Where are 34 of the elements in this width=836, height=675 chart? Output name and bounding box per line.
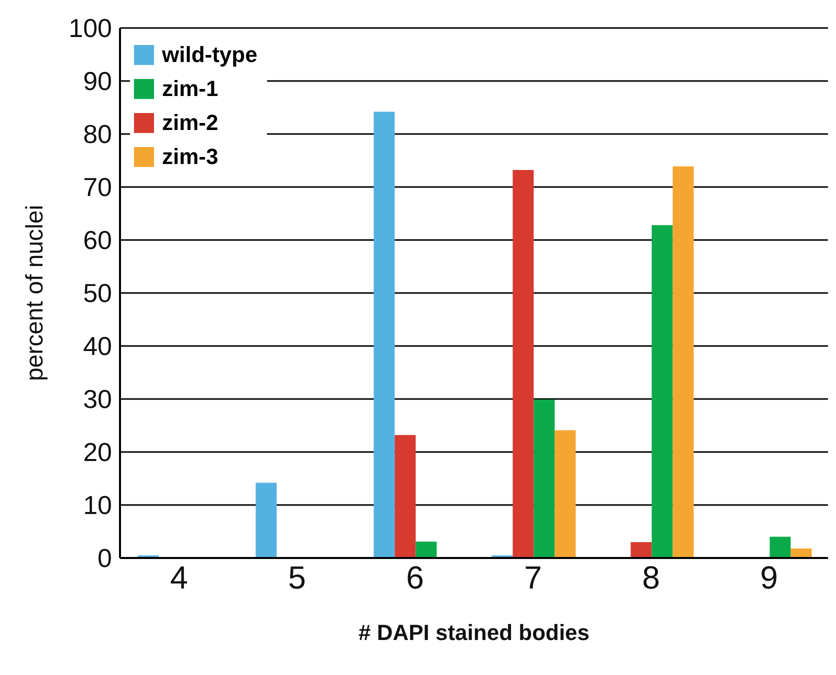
legend-label: zim-3: [162, 144, 218, 170]
bar: [416, 542, 437, 558]
y-tick-label: 0: [98, 543, 112, 574]
bar: [652, 225, 673, 558]
y-tick-label: 30: [83, 384, 112, 414]
y-tick-label: 90: [83, 66, 112, 96]
x-axis-title: # DAPI stained bodies: [358, 620, 590, 645]
y-tick-label: 80: [83, 119, 112, 150]
x-tick-label: 7: [524, 560, 542, 596]
bar: [512, 170, 534, 558]
bar: [770, 536, 791, 558]
y-tick-label: 100: [68, 13, 112, 44]
bar: [630, 542, 652, 558]
x-tick-label: 4: [170, 560, 188, 596]
y-tick-label: 60: [83, 225, 112, 256]
bar: [554, 430, 576, 558]
y-tick-label: 50: [83, 278, 112, 308]
x-tick-label: 6: [406, 560, 424, 596]
x-tick-label: 5: [288, 560, 306, 596]
legend-label: zim-2: [162, 110, 218, 136]
x-tick-label: 8: [642, 560, 660, 596]
bar: [672, 166, 694, 558]
legend-label: zim-1: [162, 76, 218, 102]
y-axis-title: percent of nuclei: [22, 204, 49, 382]
bar: [256, 482, 277, 558]
y-tick-label: 70: [83, 172, 112, 202]
bar: [374, 112, 395, 558]
y-tick-label: 20: [83, 437, 112, 468]
x-tick-label: 9: [760, 560, 778, 596]
bar: [534, 400, 555, 558]
bar: [394, 435, 416, 558]
legend-label: wild-type: [162, 42, 258, 68]
y-tick-label: 10: [83, 490, 112, 520]
y-tick-label: 40: [83, 331, 112, 362]
